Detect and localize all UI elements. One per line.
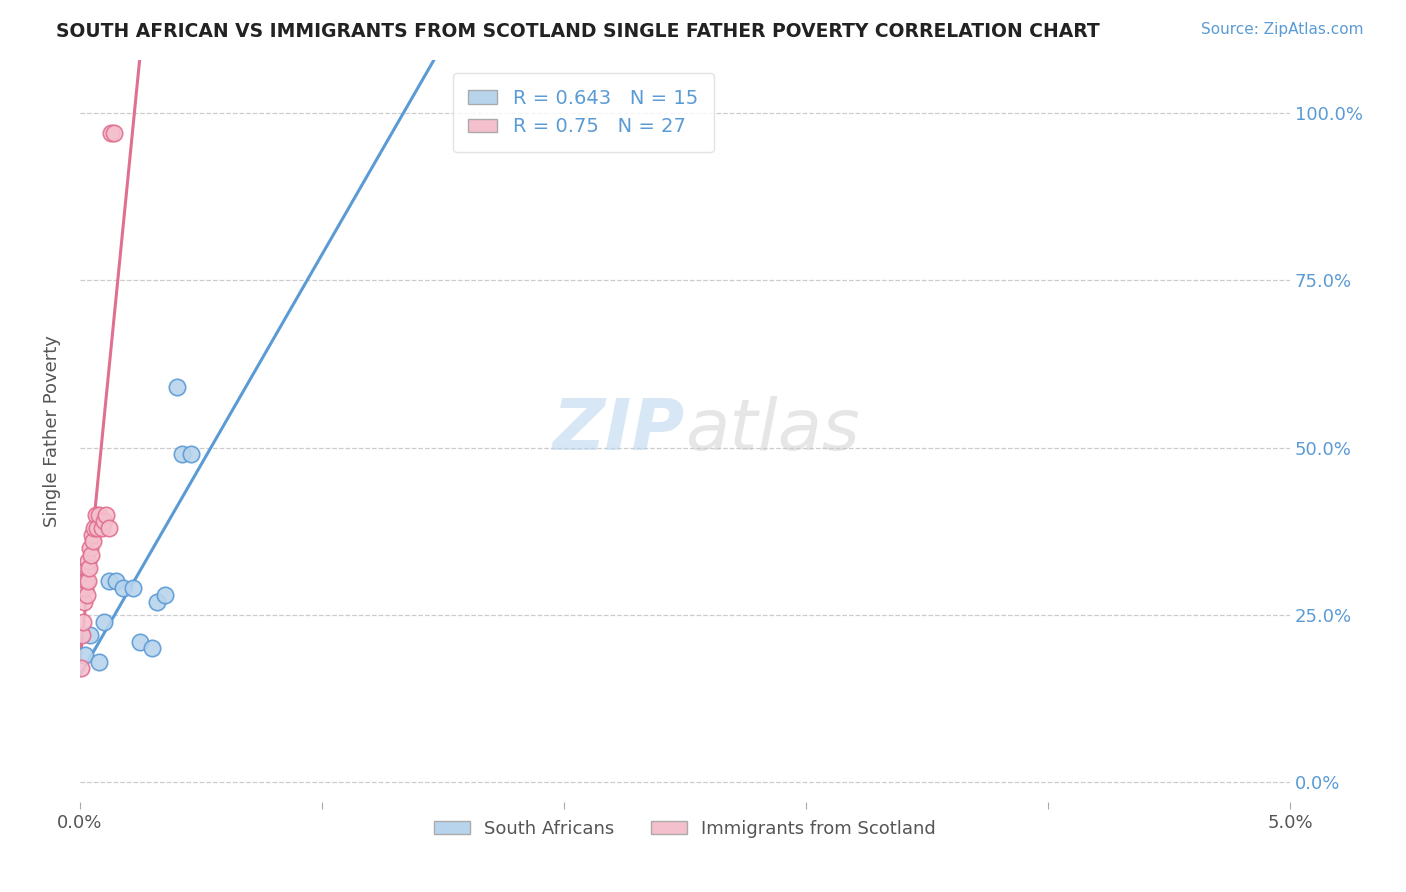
Point	[83, 521, 105, 535]
Point	[80, 527, 103, 541]
Point	[82, 534, 104, 549]
Point	[97, 574, 120, 589]
Point	[141, 641, 163, 656]
Text: SOUTH AFRICAN VS IMMIGRANTS FROM SCOTLAND SINGLE FATHER POVERTY CORRELATION CHAR: SOUTH AFRICAN VS IMMIGRANTS FROM SCOTLAN…	[56, 22, 1099, 41]
Point	[75, 581, 97, 595]
Text: Source: ZipAtlas.com: Source: ZipAtlas.com	[1201, 22, 1364, 37]
Point	[72, 615, 94, 629]
Point	[146, 594, 169, 608]
Point	[72, 594, 94, 608]
Text: atlas: atlas	[685, 396, 859, 466]
Point	[75, 574, 97, 589]
Point	[89, 655, 111, 669]
Point	[105, 574, 128, 589]
Point	[72, 628, 94, 642]
Point	[76, 588, 98, 602]
Point	[86, 521, 108, 535]
Point	[129, 634, 152, 648]
Point	[84, 508, 107, 522]
Point	[96, 508, 118, 522]
Text: ZIP: ZIP	[553, 396, 685, 466]
Point	[79, 628, 101, 642]
Point	[93, 514, 115, 528]
Point	[80, 548, 103, 562]
Point	[122, 581, 145, 595]
Point	[180, 447, 202, 461]
Point	[77, 561, 100, 575]
Point	[76, 574, 98, 589]
Point	[89, 508, 111, 522]
Point	[100, 126, 122, 140]
Point	[112, 581, 135, 595]
Point	[79, 541, 101, 555]
Point	[166, 380, 188, 394]
Point	[103, 126, 125, 140]
Point	[70, 661, 93, 675]
Point	[73, 581, 96, 595]
Point	[77, 554, 100, 568]
Point	[170, 447, 193, 461]
Point	[93, 615, 115, 629]
Point	[76, 561, 98, 575]
Legend: South Africans, Immigrants from Scotland: South Africans, Immigrants from Scotland	[426, 813, 943, 846]
Point	[97, 521, 120, 535]
Point	[90, 521, 112, 535]
Point	[73, 574, 96, 589]
Point	[153, 588, 176, 602]
Point	[73, 648, 96, 662]
Y-axis label: Single Father Poverty: Single Father Poverty	[44, 335, 60, 527]
